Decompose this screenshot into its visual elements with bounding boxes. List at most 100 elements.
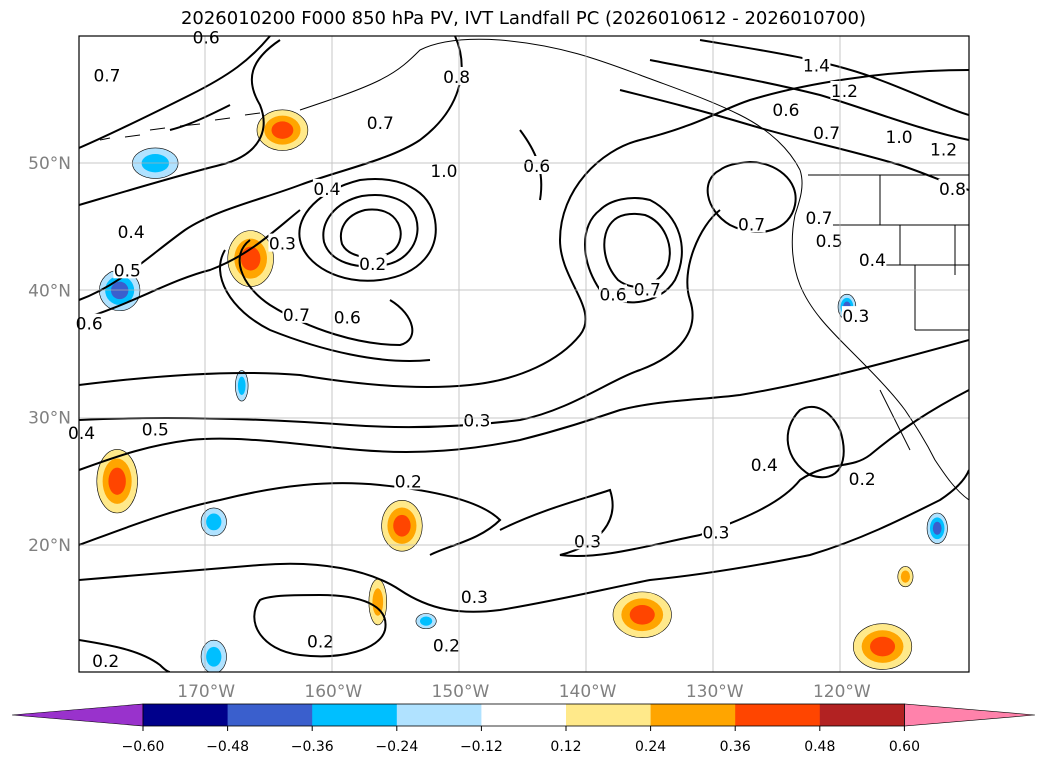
coastline-aleutians	[99, 112, 261, 141]
pv-anomaly-10	[415, 613, 437, 630]
contour-label-bg	[848, 468, 877, 487]
chart-title: 2026010200 F000 850 hPa PV, IVT Landfall…	[180, 8, 867, 29]
contour-label-bg	[92, 65, 121, 84]
pv-anomaly-12	[612, 591, 672, 638]
contour-label: 0.3	[269, 235, 296, 255]
colorbar-frame	[142, 703, 905, 727]
contour-label: 0.8	[443, 68, 470, 88]
contour-label-bg	[268, 233, 297, 252]
contour-line	[169, 104, 231, 131]
contour-label: 0.7	[367, 114, 394, 134]
contour-label: 0.4	[118, 223, 145, 243]
colorbar-tick-label: −0.24	[375, 739, 418, 755]
contour-label-bg	[815, 231, 844, 250]
colorbar-segment	[143, 704, 229, 726]
pv-anomaly-1	[256, 109, 309, 151]
contour-label-bg	[394, 471, 423, 490]
contour-label-bg	[858, 250, 887, 269]
contour-label: 1.2	[831, 82, 858, 102]
contour-line	[649, 59, 969, 141]
contour-line	[79, 639, 171, 672]
contour-label: 0.5	[114, 261, 141, 281]
contour-line	[79, 39, 281, 206]
y-tick-label: 30°N	[28, 409, 71, 429]
contour-label-bg	[333, 307, 362, 326]
colorbar-segment	[819, 704, 905, 726]
pv-anomaly-15	[897, 566, 914, 588]
contour-line	[79, 36, 271, 149]
contour-label: 1.0	[886, 128, 913, 148]
colorbar-segment	[227, 704, 313, 726]
contour-line	[79, 482, 502, 556]
contour-label-bg	[804, 208, 833, 227]
y-axis-ticks: 20°N 30°N 40°N 50°N	[28, 154, 71, 556]
contour-line	[298, 178, 437, 282]
coastlines	[99, 38, 969, 501]
coastline-west	[791, 169, 969, 501]
contour-label-bg	[366, 112, 395, 131]
pv-anomaly-14	[926, 512, 948, 544]
contour-line	[79, 36, 463, 301]
colorbar: −0.60 −0.48 −0.36 −0.24 −0.12 0.12 0.24 0.36 0.4…	[11, 703, 1036, 755]
contour-label: 0.2	[92, 652, 119, 672]
contour-label-bg	[460, 587, 489, 606]
contour-label-bg	[462, 410, 491, 429]
pv-anomaly-11	[200, 639, 227, 672]
contour-label-bg	[802, 55, 831, 74]
colorbar-segment	[396, 704, 482, 726]
colorbar-segment	[566, 704, 652, 726]
pv-anomaly-6	[235, 370, 249, 402]
colorbar-tick-label: 0.24	[635, 739, 666, 755]
contour-label: 0.3	[702, 523, 729, 543]
contour-line	[79, 469, 969, 613]
pv-anomaly-7	[200, 507, 227, 537]
contour-label: 0.4	[751, 456, 778, 476]
contour-label: 1.0	[430, 162, 457, 182]
contour-label: 0.4	[313, 180, 340, 200]
contour-label-bg	[812, 122, 841, 141]
contour-label-bg	[75, 313, 104, 332]
contour-label-bg	[432, 635, 461, 654]
contour-label: 0.5	[816, 232, 843, 252]
pv-anomaly-8	[381, 499, 423, 552]
contour-label-bg	[750, 454, 779, 473]
contour-label-bg	[830, 80, 859, 99]
contour-label-bg	[67, 423, 96, 442]
colorbar-tick-label: 0.60	[889, 739, 920, 755]
contour-line	[253, 593, 387, 658]
colorbar-tick-label: −0.48	[206, 739, 249, 755]
contour-label-bg	[885, 126, 914, 145]
colorbar-extend-high	[904, 703, 1036, 727]
contour-label: 0.4	[859, 251, 886, 271]
contour-label-bg	[771, 100, 800, 119]
contour-label: 0.7	[283, 306, 310, 326]
contour-label-bg	[429, 161, 458, 180]
contour-label-bg	[117, 222, 146, 241]
contour-label-bg	[312, 178, 341, 197]
contour-label: 0.3	[842, 307, 869, 327]
contour-line	[219, 249, 431, 362]
contour-label: 1.2	[930, 140, 957, 160]
colorbar-tick-label: −0.36	[291, 739, 334, 755]
contour-label-bg	[633, 279, 662, 298]
contour-label: 0.2	[849, 470, 876, 490]
contour-label-bg	[929, 139, 958, 158]
x-tick-label: 150°W	[432, 682, 490, 702]
contour-label: 0.2	[359, 255, 386, 275]
contour-label-bg	[358, 253, 387, 272]
contour-label: 0.3	[463, 411, 490, 431]
map-frame	[78, 35, 970, 673]
contour-label-bg	[306, 631, 335, 650]
contour-label: 0.2	[433, 637, 460, 657]
x-tick-label: 170°W	[177, 682, 235, 702]
contour-label-bg	[442, 66, 471, 85]
contour-label: 0.8	[939, 180, 966, 200]
contour-label: 0.7	[93, 67, 120, 87]
pv-anomaly-5	[96, 449, 138, 514]
colorbar-tick-label: −0.60	[122, 739, 165, 755]
contour-label-bg	[91, 650, 120, 669]
y-tick-label: 20°N	[28, 536, 71, 556]
contour-label: 0.4	[68, 424, 95, 444]
contour-label: 0.7	[805, 209, 832, 229]
